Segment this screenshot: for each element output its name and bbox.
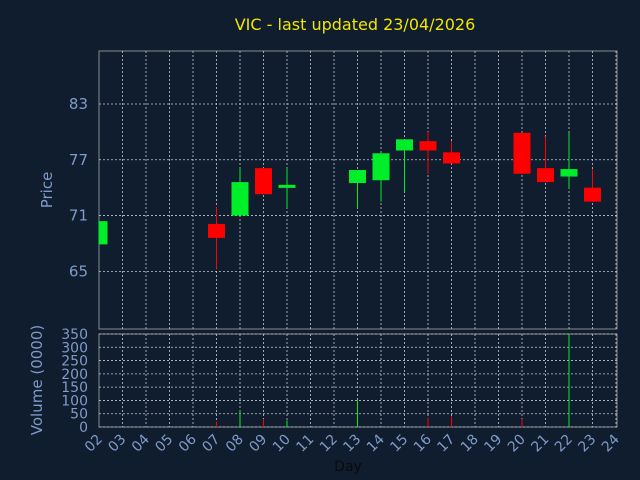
candle-body [584,187,601,202]
price-tick-label: 65 [69,262,88,280]
volume-bars [216,334,570,427]
candle-body [372,153,390,181]
volume-tick-label: 150 [61,380,88,396]
candle-body [560,169,578,177]
volume-tick-label: 100 [61,393,88,409]
x-axis-ticks: 02 03 04 05 06 07 08 09 10 11 12 13 14 15 16 17 18 19 20 21… [82,431,623,455]
candle-body [255,168,272,195]
price-tick-label: 71 [69,207,88,225]
candle-body [419,141,437,151]
volume-tick-label: 50 [70,407,88,423]
candle-body [349,170,366,184]
price-tick-label: 77 [69,151,88,169]
volume-tick-label: 250 [61,354,88,370]
price-panel: 65 71 77 83 [69,50,618,330]
volume-axis-label: Volume (0000) [28,325,46,435]
candle-body [443,152,460,164]
candles [98,131,601,269]
volume-tick-label: 0 [79,420,88,436]
candle-body [396,139,413,151]
volume-tick-label: 350 [61,327,88,343]
chart-title: VIC - last updated 23/04/2026 [235,15,476,34]
price-frame [98,50,618,330]
candle-body [99,221,108,245]
volume-tick-label: 300 [61,340,88,356]
volume-tick-label: 200 [61,367,88,383]
candle-body [278,184,296,188]
candle-body [208,223,225,238]
x-axis-label: Day [334,459,362,475]
candle-body [513,132,531,174]
price-axis-label: Price [38,172,56,209]
candle-body [231,182,249,216]
price-y-ticks: 65 71 77 83 [69,95,88,280]
price-tick-label: 83 [69,95,88,113]
candle-body [537,168,554,183]
